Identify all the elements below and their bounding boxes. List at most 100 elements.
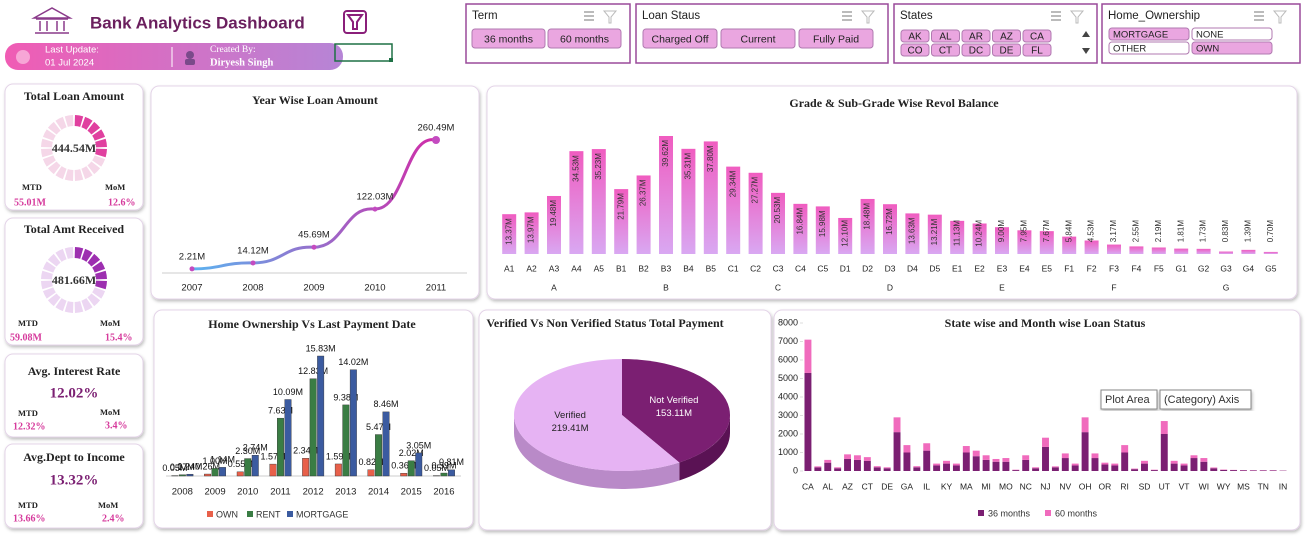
data-label: 10.09M [273,387,303,397]
slicer-item[interactable] [642,28,718,49]
slicer-item-label: Charged Off [651,33,708,45]
bar [269,463,277,477]
bar [400,473,408,477]
bar [502,214,517,254]
multi-select-icon[interactable] [584,11,594,21]
point [372,206,378,212]
line [191,138,437,271]
slicer-item[interactable] [1191,27,1273,41]
user-icon [186,51,194,59]
clear-filter-icon[interactable] [1069,10,1085,24]
data-label: 19.48M [549,200,558,227]
data-label: 9.38M [333,392,358,402]
filter-icon[interactable] [343,10,367,34]
clear-filter-icon[interactable] [1272,10,1288,24]
slicer-item[interactable] [798,28,874,49]
selected-cell[interactable] [334,43,393,62]
data-label: 0.05M [162,463,187,473]
kpi-ring-segment [55,298,67,312]
data-label: 12.10M [840,220,849,247]
slicer-item[interactable] [900,29,930,43]
x-tick-label: D5 [929,263,940,273]
bar [793,203,808,254]
slicer-item[interactable] [931,43,960,57]
slicer-item-label: AL [939,32,952,43]
bar-segment [992,458,1000,462]
bar [1196,248,1211,254]
group-label: A [551,282,557,292]
point [432,136,440,144]
kpi-ring-segment [41,270,53,280]
slice-label: Not Verified [649,395,698,406]
multi-select-icon[interactable] [842,11,852,21]
kpi-mom: 15.4% [105,332,133,343]
bar [771,192,785,254]
bar-segment [1131,468,1139,470]
bar-segment [943,460,950,464]
bar-segment [923,443,931,451]
slicer-item[interactable] [1108,41,1190,55]
x-tick-label: A2 [526,263,537,273]
slicer-item[interactable] [720,28,796,49]
bar [317,355,325,477]
slicer-item[interactable] [900,43,930,57]
data-label: 1.81M [1176,220,1185,243]
x-tick-label: D4 [907,263,918,273]
legend-swatch [1045,510,1051,516]
scroll-up[interactable] [1082,31,1090,37]
bar-segment [883,468,891,471]
bar [448,469,455,477]
slicer-item-label: AR [969,32,983,43]
bar-segment [824,462,832,471]
data-label: 3.05M [406,440,431,450]
kpi-card [4,353,144,438]
slicer-item-label: AK [908,32,922,43]
kpi-ring-segment [74,115,84,127]
kpi-mtd-label: MTD [18,500,38,510]
slicer-item[interactable] [471,28,546,49]
bar-segment [913,466,921,468]
data-label: 0.82M [359,457,384,467]
multi-select-icon[interactable] [1254,11,1264,21]
kpi-ring-segment [64,247,74,259]
data-label: 1.00M [203,456,228,466]
scroll-down[interactable] [1082,48,1090,54]
slice-value: 153.11M [656,408,692,419]
created-by-label: Created By: [210,45,256,55]
slicer-item[interactable] [961,29,991,43]
slicer-item[interactable] [961,43,991,57]
data-label: 2.02M [399,448,424,458]
kpi-mom: 12.6% [108,197,136,208]
x-tick-label: 2007 [181,283,202,294]
slicer-item[interactable] [992,29,1021,43]
x-tick-label: AL [823,481,834,491]
slicer-item[interactable] [1022,29,1052,43]
kpi-card [4,443,144,529]
kpi-ring-segment [64,169,74,181]
bar [277,417,284,477]
data-label: 20.53M [773,197,782,224]
slicer-item[interactable] [1022,43,1052,57]
multi-select-icon[interactable] [1051,11,1061,21]
data-label: 13.21M [930,218,939,245]
slicer-item[interactable] [547,28,622,49]
slicer-item[interactable] [992,43,1021,57]
kpi-value: 444.54M [52,141,96,155]
clear-filter-icon[interactable] [602,10,618,24]
slicer-item[interactable] [1108,27,1190,41]
bar-segment [1200,458,1208,462]
slicer-item[interactable] [931,29,960,43]
kpi-ring-segment [74,301,84,313]
chart-title: Grade & Sub-Grade Wise Revol Balance [789,96,999,110]
bar-segment [933,465,941,471]
slicer-item[interactable] [1191,41,1273,55]
bar-segment [1032,468,1040,471]
data-label: 8.46M [374,399,399,409]
chart-title: Verified Vs Non Verified Status Total Pa… [486,316,723,330]
clear-filter-icon[interactable] [860,10,876,24]
bar-segment [804,372,812,471]
slicer-item-label: AZ [1000,32,1013,43]
data-label: 21.79M [616,193,625,220]
bar-segment [1022,459,1030,471]
bar-segment [1160,421,1168,434]
